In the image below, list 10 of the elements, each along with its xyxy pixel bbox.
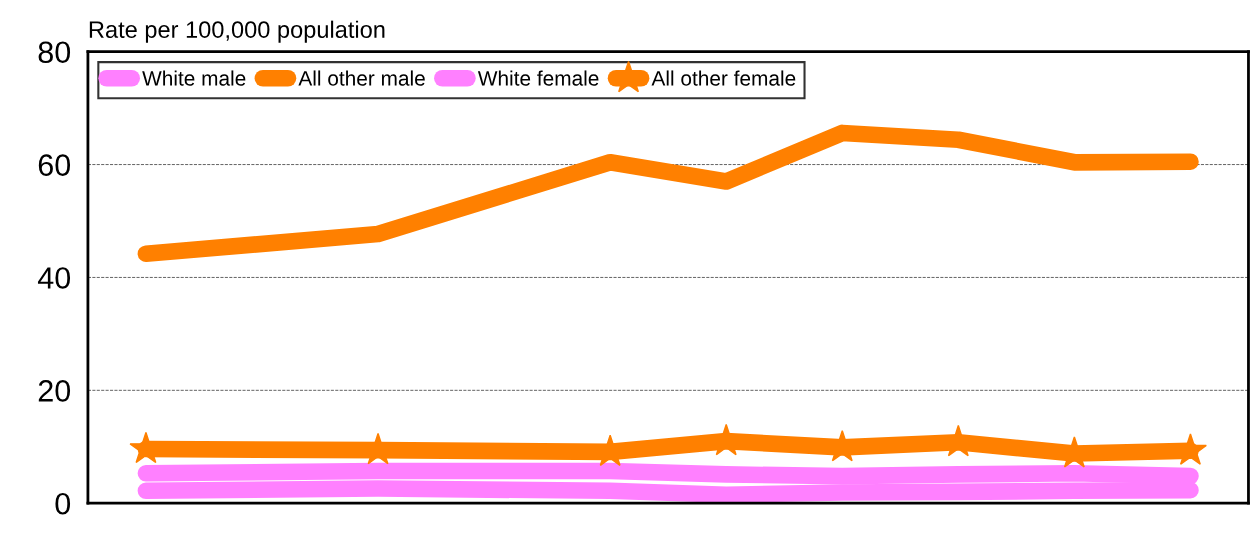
- y-tick-label: 20: [38, 380, 71, 402]
- legend-label: White female: [477, 70, 599, 86]
- y-tick-label: 40: [37, 267, 71, 289]
- chart-title: Rate per 100,000 population: [89, 20, 385, 43]
- y-tick-label: 60: [38, 154, 71, 176]
- y-tick-label: 80: [38, 41, 71, 64]
- y-tick-label: 0: [55, 492, 71, 515]
- legend-label: All other female: [651, 70, 796, 86]
- legend-label: All other male: [298, 70, 425, 86]
- legend-label: White male: [142, 70, 246, 86]
